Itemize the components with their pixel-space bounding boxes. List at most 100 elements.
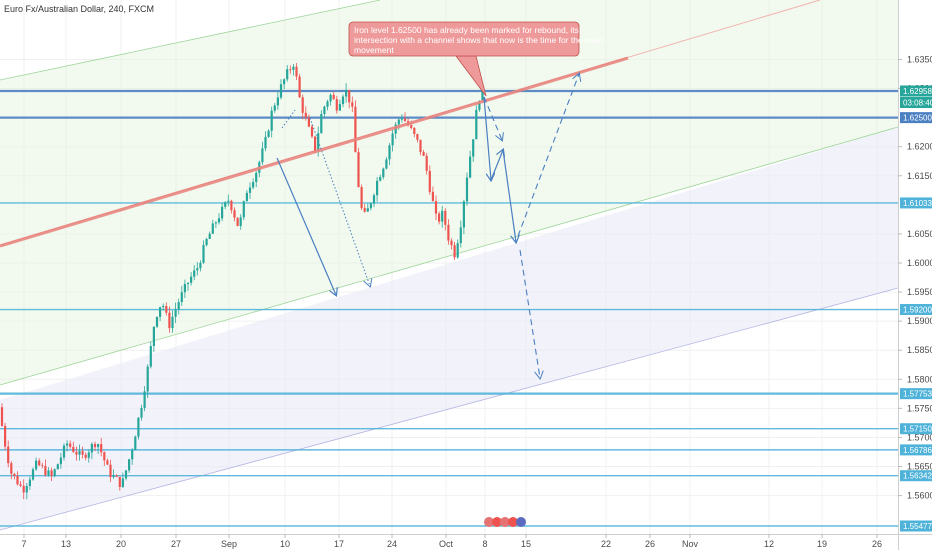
candle-body [186, 282, 190, 285]
candle-body [196, 268, 199, 271]
candle-body [335, 99, 338, 111]
candle-body [453, 245, 456, 258]
candle-body [25, 486, 28, 493]
y-tick-label: 1.56500 [907, 462, 932, 472]
y-tick-label: 1.61500 [907, 171, 932, 181]
annotation-callout[interactable]: Iron level 1.62500 has already been mark… [348, 21, 604, 97]
candle-body [134, 436, 137, 451]
candle-body [239, 217, 242, 226]
candle-body [183, 284, 186, 293]
candle-body [245, 192, 248, 202]
channel-mid-line [0, 126, 898, 386]
candle-body [109, 464, 112, 478]
candle-body [419, 139, 422, 153]
candle-body [304, 112, 307, 118]
event-marker-4[interactable] [508, 517, 518, 527]
candle-body [341, 96, 345, 105]
x-tick-label: 22 [601, 539, 611, 549]
candle-body [465, 177, 469, 202]
candle-body [462, 201, 465, 228]
upper-channel-fill [0, 0, 898, 385]
event-markers [484, 517, 526, 527]
candle-body [159, 307, 162, 317]
candle-body [16, 475, 19, 485]
price-label-text: 1.62500 [903, 114, 932, 123]
price-label-box [900, 85, 932, 97]
candle-body [252, 182, 255, 188]
candle-body [379, 177, 382, 181]
candle-body [4, 425, 7, 447]
y-tick-label: 1.56000 [907, 491, 932, 501]
candle-body [310, 126, 314, 137]
y-tick-label: 1.63500 [907, 54, 932, 64]
candle-body [329, 94, 332, 102]
candle-body [227, 200, 230, 203]
price-label-box [900, 304, 932, 316]
y-axis[interactable]: 1.635001.630001.620001.615001.605001.600… [898, 54, 932, 501]
event-marker-5[interactable] [516, 517, 526, 527]
candle-body [351, 102, 354, 107]
candle-body [214, 222, 217, 224]
event-marker-2[interactable] [492, 517, 502, 527]
forecast-arrows [276, 74, 579, 378]
y-tick-label: 1.60500 [907, 229, 932, 239]
price-label-text: 1.61033 [903, 199, 932, 208]
candle-body [31, 469, 35, 480]
candle-body [270, 110, 273, 131]
y-tick-label: 1.59000 [907, 316, 932, 326]
candle-body [233, 210, 236, 218]
price-labels: 1.62958 03:08:40 1.62500 1.61033 1.59200 1.57… [900, 85, 932, 532]
candle-body [171, 316, 174, 329]
candle-body [444, 210, 447, 225]
candle-body [273, 105, 276, 111]
candle-body [112, 475, 115, 478]
candle-body [314, 136, 317, 151]
price-label-text: 03:08:40 [903, 99, 932, 108]
candle-body [137, 417, 140, 437]
annotation-box [348, 21, 580, 57]
x-tick-label: 19 [817, 539, 827, 549]
annotation-line-3: movement [354, 45, 394, 55]
price-label-box [900, 520, 932, 532]
channel-top-line [0, 0, 381, 81]
candle-body [155, 316, 159, 327]
event-marker-3[interactable] [500, 517, 510, 527]
candle-body [202, 245, 205, 263]
x-axis[interactable]: 7 13 20 27 Sep 10 17 24 Oct 8 15 22 26 Nov 12 19 26 [21, 534, 882, 549]
candle-body [348, 89, 351, 103]
candle-body [208, 233, 211, 239]
candle-body [53, 469, 56, 476]
candle-body [165, 306, 168, 313]
candle-body [87, 452, 90, 458]
candle-body [75, 451, 78, 455]
candle-body [177, 302, 180, 310]
event-marker-1[interactable] [484, 517, 494, 527]
y-tick-label: 1.60000 [907, 258, 932, 268]
candle-body [242, 201, 245, 218]
y-tick-label: 1.57000 [907, 432, 932, 442]
x-tick-label: 8 [482, 539, 487, 549]
candle-body [115, 475, 118, 477]
candle-body [0, 407, 4, 426]
candle-body [391, 133, 394, 146]
price-label-text: 1.55477 [903, 522, 932, 531]
candle-body [354, 106, 357, 153]
candle-body [13, 473, 16, 476]
annotation-line-2: intersection with a channel shows that n… [354, 35, 604, 45]
candle-body [199, 262, 202, 269]
y-tick-label: 1.58500 [907, 345, 932, 355]
candle-body [441, 210, 444, 222]
price-label-box [900, 423, 932, 435]
candle-body [162, 306, 165, 308]
candle-body [298, 76, 301, 98]
candle-body [326, 101, 329, 107]
candle-body [456, 243, 459, 258]
candle-body [283, 79, 286, 85]
candle-body [190, 276, 193, 283]
candle-body [320, 113, 323, 134]
arrow-dashed-3 [517, 74, 579, 237]
candle-body [35, 460, 38, 470]
candle-body [22, 485, 25, 493]
candle-body [323, 106, 326, 114]
candle-body [286, 69, 289, 80]
